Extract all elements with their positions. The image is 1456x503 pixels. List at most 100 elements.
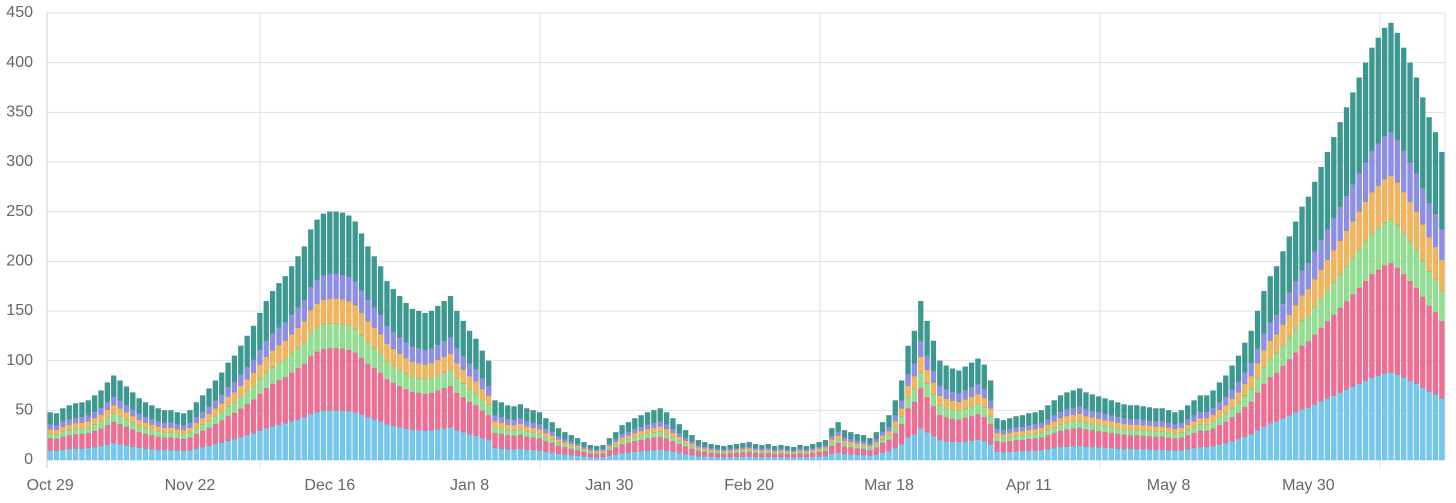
bar-segment <box>956 370 962 394</box>
bar-segment <box>1076 406 1083 414</box>
bar-segment <box>1388 175 1394 220</box>
bar-segment <box>663 428 670 435</box>
bar-segment <box>739 447 746 450</box>
bar-segment <box>1356 77 1363 174</box>
bar-segment <box>1203 430 1210 448</box>
bar-segment <box>606 445 613 449</box>
bar-segment <box>574 449 581 456</box>
bar-segment <box>555 439 562 443</box>
bar-segment <box>1222 413 1229 423</box>
bar-segment <box>1013 426 1019 432</box>
bar-segment <box>1159 426 1166 432</box>
bar-segment <box>199 446 206 461</box>
bar-segment <box>689 454 695 461</box>
bar-segment <box>1083 429 1089 447</box>
bar-segment <box>409 346 416 363</box>
bar-segment <box>1146 407 1153 421</box>
bar-segment <box>746 449 753 453</box>
bar-segment <box>174 433 181 439</box>
bar-segment <box>1006 451 1013 461</box>
bar-segment <box>873 447 880 455</box>
bar-segment <box>384 280 390 327</box>
bar-segment <box>587 453 594 458</box>
bar-segment <box>117 380 123 401</box>
bar-segment <box>701 456 708 461</box>
bar-segment <box>384 325 390 345</box>
bar-segment <box>320 410 327 461</box>
bar-segment <box>727 453 733 458</box>
bar-segment <box>1006 436 1013 442</box>
bar-segment <box>1140 406 1146 421</box>
bar-segment <box>568 441 575 445</box>
bar-segment <box>454 392 460 431</box>
bar-segment <box>917 356 924 373</box>
bar-segment <box>72 403 79 418</box>
bar-segment <box>282 358 289 378</box>
bar-segment <box>193 433 200 449</box>
bar-segment <box>212 443 219 461</box>
bar-segment <box>1222 375 1229 397</box>
bar-segment <box>797 456 803 461</box>
bar-segment <box>1419 260 1426 298</box>
bar-segment <box>1292 280 1299 306</box>
bar-segment <box>1375 227 1382 271</box>
bar-segment <box>701 448 708 451</box>
bar-segment <box>1369 47 1375 152</box>
bar-segment <box>225 406 231 417</box>
bar-segment <box>1311 334 1318 405</box>
bar-segment <box>212 416 219 425</box>
bar-segment <box>739 452 746 457</box>
bar-segment <box>911 388 918 403</box>
bar-segment <box>1305 288 1312 316</box>
bar-segment <box>1197 424 1204 432</box>
bar-segment <box>1191 400 1197 416</box>
bar-segment <box>1305 262 1312 290</box>
bar-segment <box>555 442 562 446</box>
bar-segment <box>53 429 60 435</box>
bar-segment <box>206 406 212 414</box>
bar-segment <box>72 434 79 449</box>
bar-segment <box>1299 206 1305 271</box>
bar-segment <box>1305 196 1312 263</box>
bar-segment <box>79 416 85 423</box>
bar-segment <box>428 310 435 349</box>
bar-segment <box>1051 400 1058 416</box>
bar-segment <box>936 405 943 416</box>
bar-segment <box>619 437 625 442</box>
bar-segment <box>1286 292 1293 315</box>
bar-segment <box>358 233 365 291</box>
bar-segment <box>1350 386 1356 461</box>
bar-segment <box>1064 409 1070 417</box>
bar-segment <box>930 370 937 383</box>
bar-segment <box>663 450 670 461</box>
bar-segment <box>619 433 625 438</box>
bar-segment <box>1038 437 1045 451</box>
bar-segment <box>447 385 454 428</box>
bar-segment <box>631 436 638 442</box>
bar-segment <box>149 405 155 420</box>
bar-segment <box>1356 172 1363 212</box>
bar-segment <box>85 447 92 461</box>
bar-segment <box>949 400 956 410</box>
bar-segment <box>1426 305 1432 392</box>
bar-segment <box>1095 412 1102 419</box>
bar-segment <box>695 455 702 461</box>
bar-segment <box>1057 430 1064 448</box>
bar-segment <box>1025 413 1032 426</box>
bar-segment <box>663 433 670 439</box>
bar-segment <box>1330 249 1337 283</box>
bar-segment <box>1362 201 1369 242</box>
bar-segment <box>1108 400 1115 416</box>
bar-segment <box>1254 348 1261 364</box>
bar-segment <box>371 256 378 308</box>
bar-segment <box>1178 437 1185 451</box>
bar-segment <box>1121 418 1127 425</box>
bar-segment <box>307 333 314 357</box>
bar-segment <box>1350 294 1356 387</box>
bar-segment <box>975 414 981 440</box>
bar-segment <box>1108 426 1115 434</box>
bar-segment <box>898 380 905 401</box>
bar-segment <box>263 356 270 373</box>
bar-segment <box>911 362 918 377</box>
bar-segment <box>994 418 1000 429</box>
